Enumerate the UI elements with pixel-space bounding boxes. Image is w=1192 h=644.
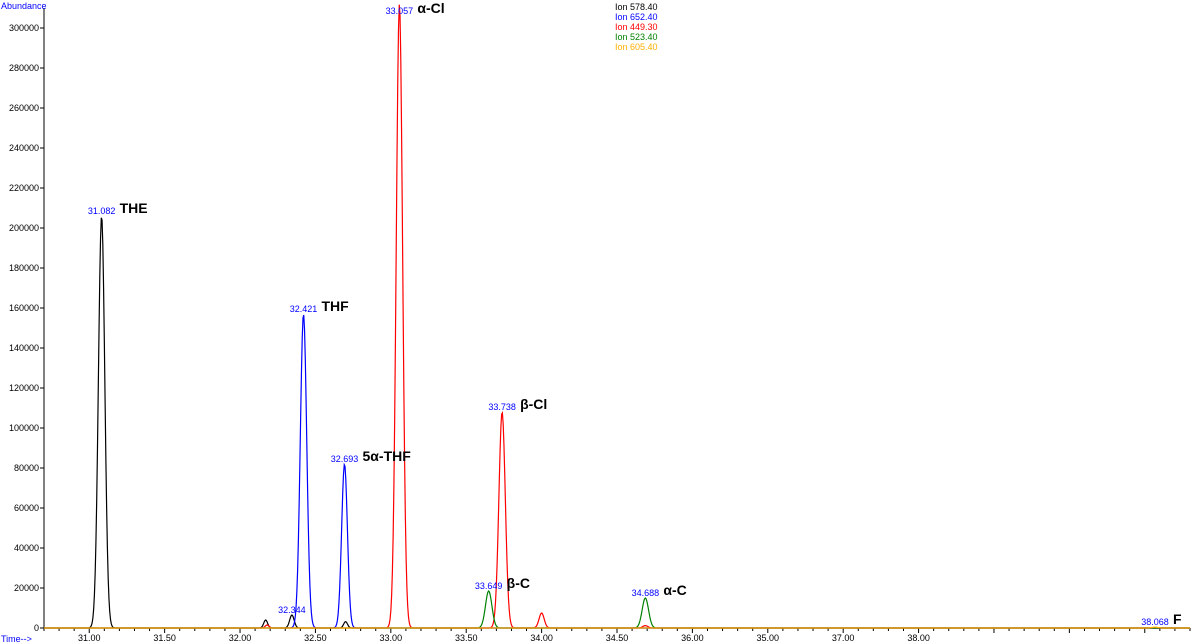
- peak-rt-label: 33.649: [475, 581, 503, 591]
- y-tick-label: 300000: [9, 23, 39, 33]
- y-tick-label: 40000: [14, 543, 39, 553]
- x-tick-label: 33.00: [380, 633, 403, 643]
- peak-name-label: β-Cl: [520, 396, 547, 412]
- x-tick-label: 31.50: [153, 633, 176, 643]
- peak-rt-label: 32.693: [331, 454, 359, 464]
- trace-ion-652-40: [44, 314, 1190, 629]
- y-tick-label: 120000: [9, 383, 39, 393]
- x-tick-label: 34.00: [530, 633, 553, 643]
- trace-ion-605-40: [44, 626, 1190, 629]
- peak-name-label: F: [1173, 611, 1182, 627]
- x-axis-title: Time-->: [1, 634, 32, 644]
- y-tick-label: 140000: [9, 343, 39, 353]
- y-tick-label: 280000: [9, 63, 39, 73]
- trace-ion-523-40: [44, 589, 1190, 629]
- peak-rt-label: 32.421: [290, 304, 318, 314]
- y-tick-label: 240000: [9, 143, 39, 153]
- y-tick-label: 80000: [14, 463, 39, 473]
- peak-rt-label: 38.068: [1141, 617, 1169, 627]
- y-axis-ticks: 0 20000 40000 60000 80000 100000 120000 140000 1…: [9, 23, 44, 633]
- y-tick-label: 220000: [9, 183, 39, 193]
- x-tick-label: 31.00: [78, 633, 101, 643]
- x-tick-label: 32.50: [304, 633, 327, 643]
- peak-rt-label: 33.738: [488, 402, 516, 412]
- legend-entry: Ion 523.40: [615, 32, 658, 42]
- y-tick-label: 160000: [9, 303, 39, 313]
- x-tick-label: 32.00: [229, 633, 252, 643]
- peak-name-label: α-C: [663, 582, 686, 598]
- peak-rt-label: 34.688: [632, 588, 660, 598]
- trace-ion-578-40: [44, 217, 1190, 629]
- trace-ion-449-30: [44, 4, 1190, 629]
- axes: [43, 8, 1190, 629]
- ion-traces: [44, 4, 1190, 629]
- peak-rt-label: 32.344: [278, 605, 306, 615]
- peak-name-label: β-C: [507, 575, 530, 591]
- legend-entry: Ion 578.40: [615, 2, 658, 12]
- y-axis-title: Abundance: [1, 1, 47, 11]
- y-tick-label: 0: [34, 623, 39, 633]
- peak-rt-label: 33.057: [386, 6, 414, 16]
- peak-rt-label: 31.082: [88, 206, 116, 216]
- y-tick-label: 260000: [9, 103, 39, 113]
- y-tick-label: 180000: [9, 263, 39, 273]
- y-tick-label: 200000: [9, 223, 39, 233]
- peak-labels: 31.082 THE 32.421 THF 32.693 5α-THF 33.057 α-Cl…: [88, 0, 1182, 627]
- legend-entry: Ion 605.40: [615, 42, 658, 52]
- x-tick-label: 33.50: [455, 633, 478, 643]
- peak-name-label: THF: [322, 298, 350, 314]
- legend-entry: Ion 652.40: [615, 12, 658, 22]
- peak-name-label: 5α-THF: [363, 448, 412, 464]
- y-tick-label: 20000: [14, 583, 39, 593]
- peak-name-label: THE: [120, 200, 148, 216]
- x-tick-label: 34.50: [606, 633, 629, 643]
- legend-entry: Ion 449.30: [615, 22, 658, 32]
- y-tick-label: 100000: [9, 423, 39, 433]
- x-axis-ticks: 31.00 31.50 32.00 32.50 33.00 33.50 34.00 34.50…: [43, 628, 1191, 643]
- x-tick-label: 35.00: [757, 633, 780, 643]
- y-tick-label: 60000: [14, 503, 39, 513]
- peak-name-label: α-Cl: [417, 0, 444, 16]
- x-tick-label: 36.00: [681, 633, 704, 643]
- x-tick-label: 38.00: [907, 633, 930, 643]
- x-tick-label: 37.00: [832, 633, 855, 643]
